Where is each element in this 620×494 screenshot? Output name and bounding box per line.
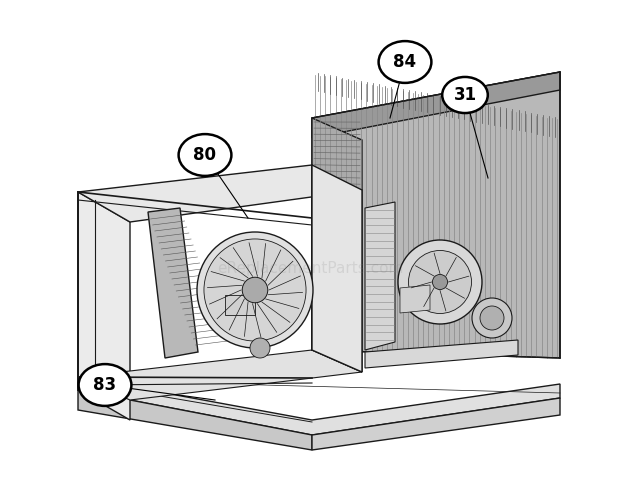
- Circle shape: [204, 239, 306, 341]
- Polygon shape: [365, 340, 518, 368]
- Polygon shape: [365, 202, 395, 350]
- Polygon shape: [78, 390, 312, 450]
- Ellipse shape: [179, 134, 231, 176]
- Polygon shape: [312, 72, 560, 138]
- Circle shape: [197, 232, 313, 348]
- Polygon shape: [78, 165, 362, 222]
- Polygon shape: [78, 350, 362, 400]
- Polygon shape: [225, 295, 255, 315]
- Circle shape: [409, 250, 471, 314]
- Polygon shape: [78, 192, 130, 420]
- Ellipse shape: [442, 77, 488, 113]
- Polygon shape: [312, 72, 560, 358]
- Ellipse shape: [79, 364, 131, 406]
- Circle shape: [398, 240, 482, 324]
- Polygon shape: [148, 208, 198, 358]
- Circle shape: [480, 306, 504, 330]
- Polygon shape: [312, 165, 362, 372]
- Text: 80: 80: [193, 146, 216, 164]
- Circle shape: [432, 275, 448, 289]
- Text: 83: 83: [94, 376, 117, 394]
- Text: 31: 31: [453, 86, 477, 104]
- Text: eReplacementParts.com: eReplacementParts.com: [217, 260, 403, 276]
- Circle shape: [242, 277, 268, 303]
- Polygon shape: [312, 165, 362, 372]
- Text: 84: 84: [394, 53, 417, 71]
- Polygon shape: [312, 398, 560, 450]
- Circle shape: [472, 298, 512, 338]
- Polygon shape: [78, 377, 560, 435]
- Circle shape: [256, 277, 288, 309]
- Polygon shape: [400, 285, 430, 313]
- Polygon shape: [312, 118, 362, 352]
- Ellipse shape: [379, 41, 432, 83]
- Circle shape: [250, 338, 270, 358]
